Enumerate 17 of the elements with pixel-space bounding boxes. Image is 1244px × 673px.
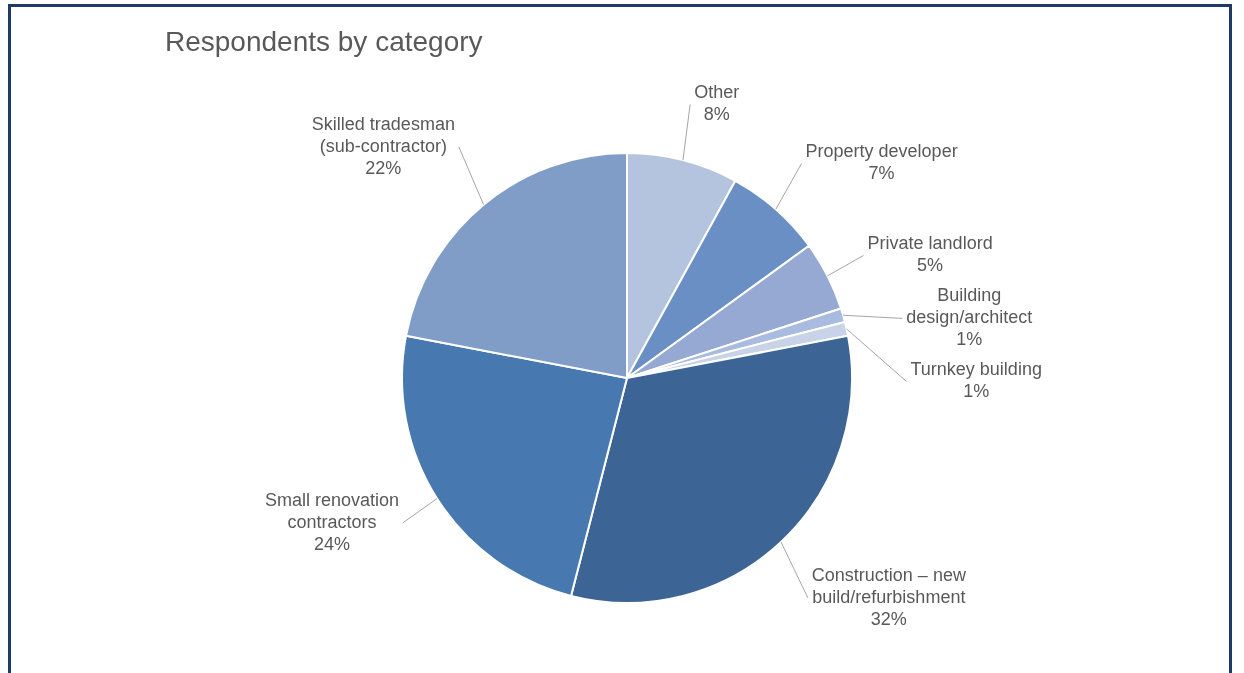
data-label: 8%: [703, 104, 730, 125]
data-label: 7%: [868, 163, 895, 184]
slice-label: Construction – new build/refurbishment: [811, 564, 967, 607]
data-label: 32%: [870, 608, 907, 629]
data-label: 1%: [956, 329, 983, 350]
slice-label: Property developer: [805, 141, 958, 162]
data-label: 22%: [365, 157, 402, 178]
chart-title: Respondents by category: [165, 26, 483, 58]
data-label: 5%: [917, 255, 944, 276]
data-label: 1%: [963, 381, 990, 402]
data-label: 24%: [313, 533, 351, 554]
slice-label: Building design/architect: [906, 285, 1033, 328]
slice-label: Small renovation contractors: [264, 489, 400, 532]
slice-label: Turnkey building: [910, 359, 1042, 380]
slice-label: Other: [694, 82, 740, 103]
slice-label: Skilled tradesman (sub-contractor): [311, 113, 455, 156]
slice-label: Private landlord: [867, 233, 993, 254]
